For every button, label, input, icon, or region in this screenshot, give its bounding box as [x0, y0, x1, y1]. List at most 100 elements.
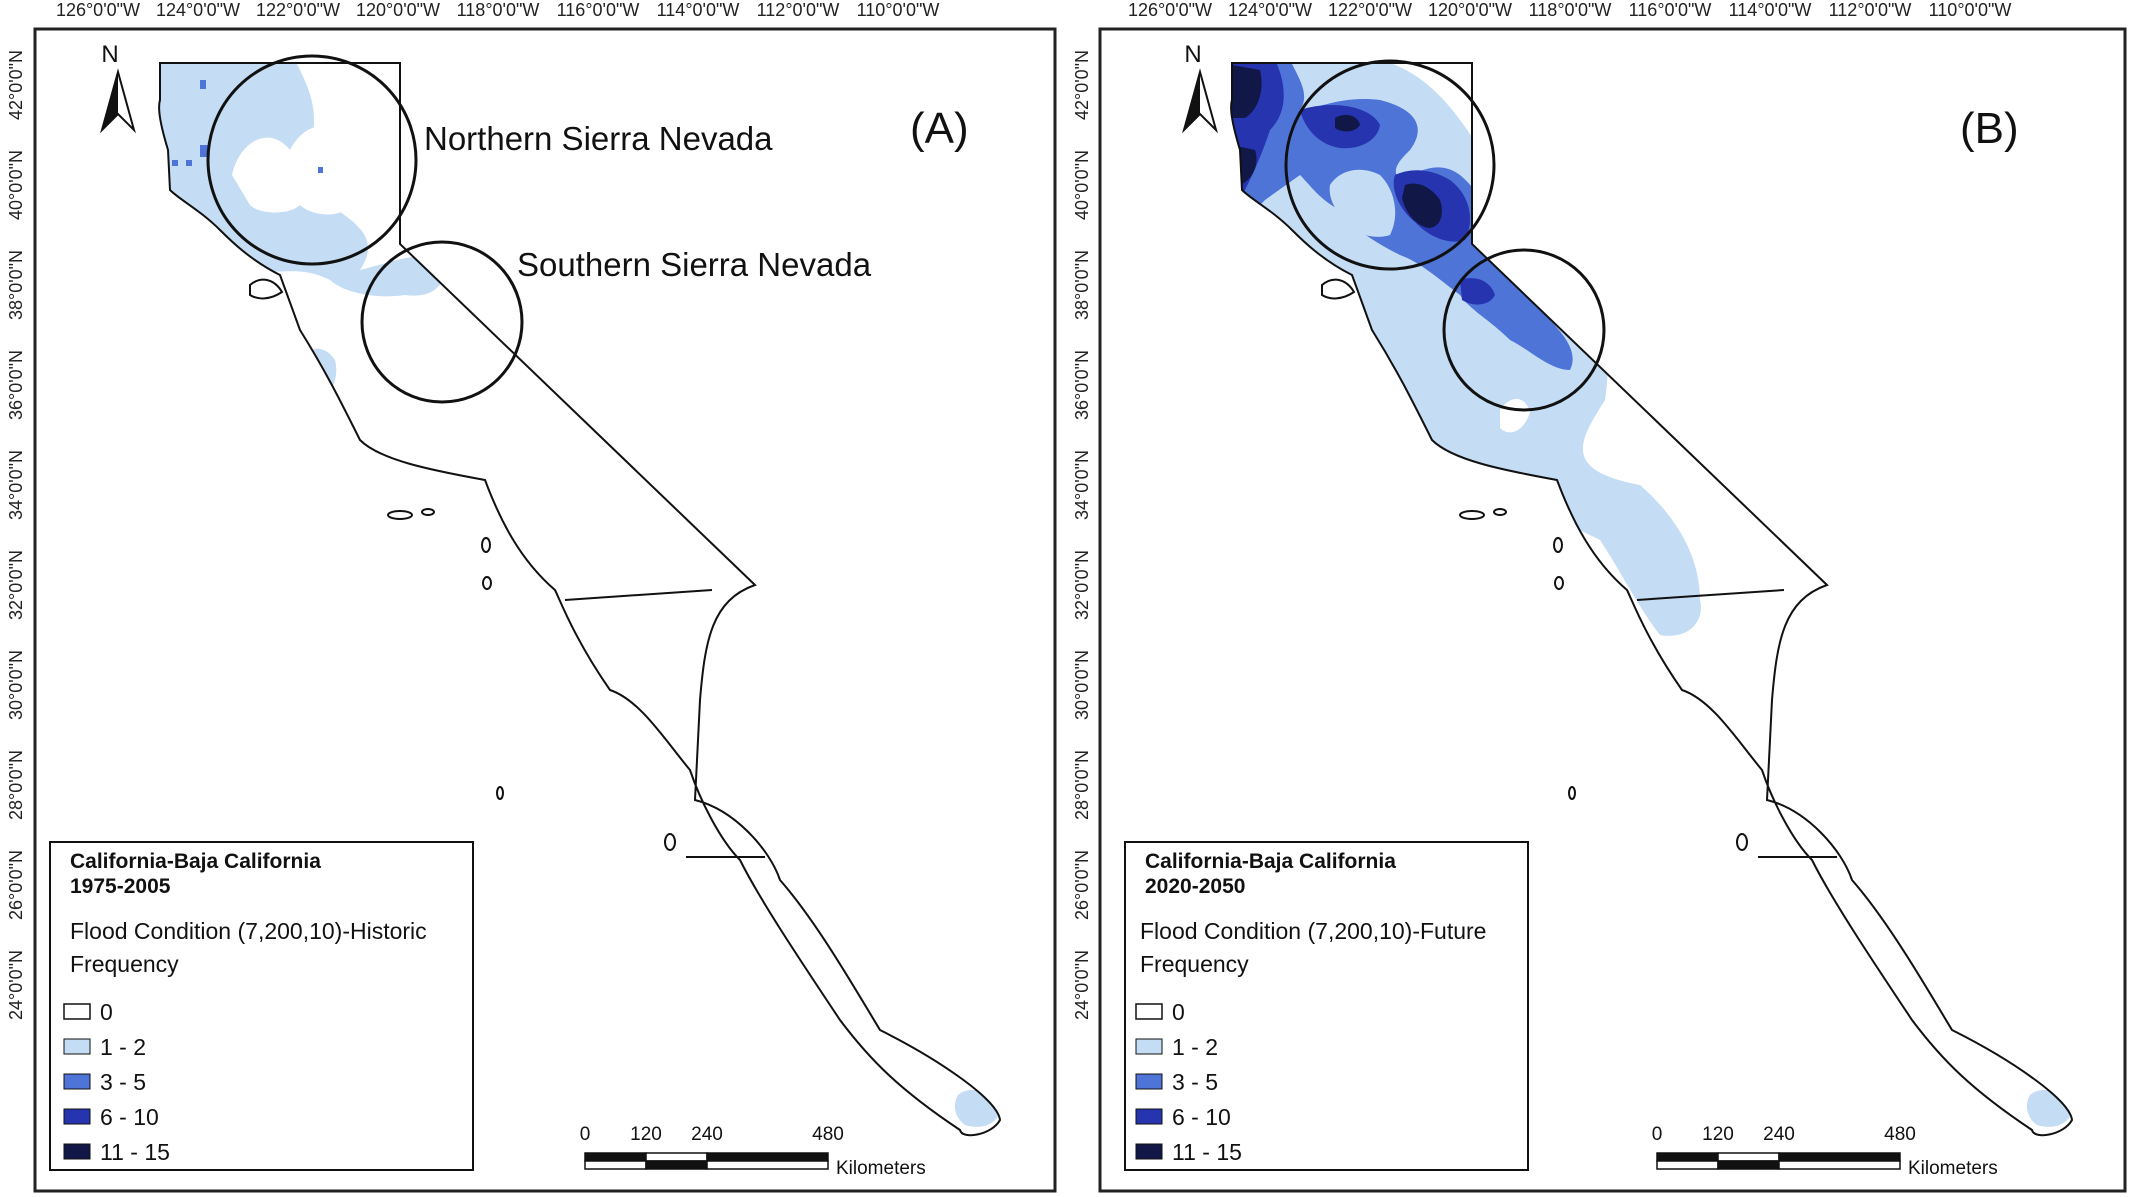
scale-tick-label: 480 — [812, 1124, 844, 1145]
legend-class-label: 1 - 2 — [100, 1034, 146, 1060]
legend-class-label: 0 — [1172, 999, 1185, 1025]
scale-tick-label: 240 — [1763, 1124, 1795, 1145]
freq-class-11-15-region — [1335, 114, 1360, 132]
freq-class-3-5-cell — [318, 167, 323, 173]
us-mexico-border — [564, 589, 713, 601]
lat-tick: 34°0'0"N — [1072, 450, 1092, 520]
lat-tick: 40°0'0"N — [6, 150, 26, 220]
legend-class-label: 3 - 5 — [1172, 1069, 1218, 1095]
us-mexico-border — [1636, 589, 1785, 601]
scale-tick-label: 240 — [691, 1124, 723, 1145]
legend-class-label: 6 - 10 — [100, 1104, 159, 1130]
lon-tick: 124°0'0"W — [156, 0, 240, 20]
longitude-ticks-a: 126°0'0"W 124°0'0"W 122°0'0"W 120°0'0"W … — [56, 0, 939, 20]
legend-class-label: 3 - 5 — [100, 1069, 146, 1095]
legend-swatch-3-5 — [63, 1073, 91, 1090]
lon-tick: 114°0'0"W — [657, 0, 740, 20]
legend-swatch-11-15 — [63, 1143, 91, 1160]
legend-swatch-1-2 — [1135, 1038, 1163, 1055]
north-arrow-icon: N — [100, 41, 136, 134]
legend-class-label: 0 — [100, 999, 113, 1025]
panel-label-b: (B) — [1960, 104, 2019, 153]
legend-swatch-6-10 — [63, 1108, 91, 1125]
callout-northern-sierra: Northern Sierra Nevada — [424, 120, 773, 157]
freq-class-3-5-cell — [186, 160, 192, 166]
lat-tick: 42°0'0"N — [1072, 50, 1092, 120]
panel-label-a: (A) — [910, 104, 969, 153]
legend-period: 1975-2005 — [70, 875, 171, 898]
lat-tick: 36°0'0"N — [6, 350, 26, 420]
latitude-ticks-a: 42°0'0"N 40°0'0"N 38°0'0"N 36°0'0"N 34°0… — [6, 50, 26, 1020]
island — [1554, 576, 1564, 590]
latitude-ticks-b: 42°0'0"N 40°0'0"N 38°0'0"N 36°0'0"N 34°0… — [1072, 50, 1092, 1020]
bay-outline — [1321, 278, 1356, 300]
island — [1493, 508, 1507, 516]
legend-condition: Flood Condition (7,200,10)-Future — [1140, 918, 1486, 944]
southern-sierra-circle — [1442, 248, 1606, 412]
lon-tick: 110°0'0"W — [1929, 0, 2012, 20]
freq-class-11-15-region — [1232, 65, 1262, 118]
freq-class-3-5-cell — [200, 145, 208, 157]
legend-condition: Flood Condition (7,200,10)-Historic — [70, 918, 427, 944]
freq-class-6-10-region — [1460, 278, 1495, 305]
scale-tick-label: 480 — [1884, 1124, 1916, 1145]
legend-swatch-11-15 — [1135, 1143, 1163, 1160]
lat-tick: 40°0'0"N — [1072, 150, 1092, 220]
legend-swatch-1-2 — [63, 1038, 91, 1055]
island — [1553, 537, 1563, 553]
panel-b: 126°0'0"W 124°0'0"W 122°0'0"W 120°0'0"W … — [1072, 0, 2127, 1193]
north-arrow-label: N — [1184, 41, 1201, 68]
north-arrow-shade — [1184, 72, 1200, 130]
study-regions-b — [1284, 59, 1606, 412]
island — [482, 576, 492, 590]
lat-tick: 26°0'0"N — [1072, 850, 1092, 920]
scale-segment — [584, 1160, 647, 1170]
panel-a: 126°0'0"W 124°0'0"W 122°0'0"W 120°0'0"W … — [6, 0, 1057, 1193]
legend-class-label: 1 - 2 — [1172, 1034, 1218, 1060]
freq-class-0-region — [1329, 169, 1396, 237]
lon-tick: 118°0'0"W — [1529, 0, 1612, 20]
lat-tick: 30°0'0"N — [6, 650, 26, 720]
freq-class-3-5-cell — [172, 160, 178, 166]
scale-unit: Kilometers — [1908, 1158, 1998, 1179]
legend-region: California-Baja California — [1145, 850, 1396, 873]
lat-tick: 34°0'0"N — [6, 450, 26, 520]
lat-tick: 30°0'0"N — [1072, 650, 1092, 720]
lon-tick: 118°0'0"W — [457, 0, 540, 20]
island — [496, 786, 504, 800]
scale-segment — [1778, 1152, 1901, 1162]
lon-tick: 114°0'0"W — [1729, 0, 1812, 20]
legend-a: California-Baja California 1975-2005 Flo… — [49, 841, 474, 1171]
island — [664, 833, 676, 851]
legend-swatch-3-5 — [1135, 1073, 1163, 1090]
scale-unit: Kilometers — [836, 1158, 926, 1179]
legend-class-label: 6 - 10 — [1172, 1104, 1231, 1130]
island — [1459, 510, 1485, 520]
scale-segment — [706, 1160, 829, 1170]
island — [481, 537, 491, 553]
island — [1736, 833, 1748, 851]
legend-box — [49, 841, 474, 1171]
legend-measure: Frequency — [70, 951, 179, 977]
lat-tick: 32°0'0"N — [6, 550, 26, 620]
freq-class-0-region — [232, 126, 359, 215]
coastline-a — [158, 62, 1001, 1137]
legend-swatch-0 — [63, 1003, 91, 1020]
legend-swatch-6-10 — [1135, 1108, 1163, 1125]
lat-tick: 42°0'0"N — [6, 50, 26, 120]
legend-b: California-Baja California 2020-2050 Flo… — [1124, 841, 1529, 1171]
lon-tick: 120°0'0"W — [1428, 0, 1512, 20]
north-arrow-label: N — [101, 41, 118, 68]
scale-segment — [1656, 1160, 1719, 1170]
lat-tick: 32°0'0"N — [1072, 550, 1092, 620]
southern-sierra-circle — [360, 240, 524, 404]
lon-tick: 122°0'0"W — [1328, 0, 1412, 20]
lon-tick: 116°0'0"W — [1629, 0, 1712, 20]
lat-tick: 36°0'0"N — [1072, 350, 1092, 420]
island — [387, 510, 413, 520]
study-regions-a — [206, 54, 524, 404]
scale-segment — [1778, 1160, 1901, 1170]
scale-segment — [1717, 1152, 1780, 1162]
scale-tick-label: 120 — [630, 1124, 662, 1145]
lon-tick: 126°0'0"W — [56, 0, 140, 20]
